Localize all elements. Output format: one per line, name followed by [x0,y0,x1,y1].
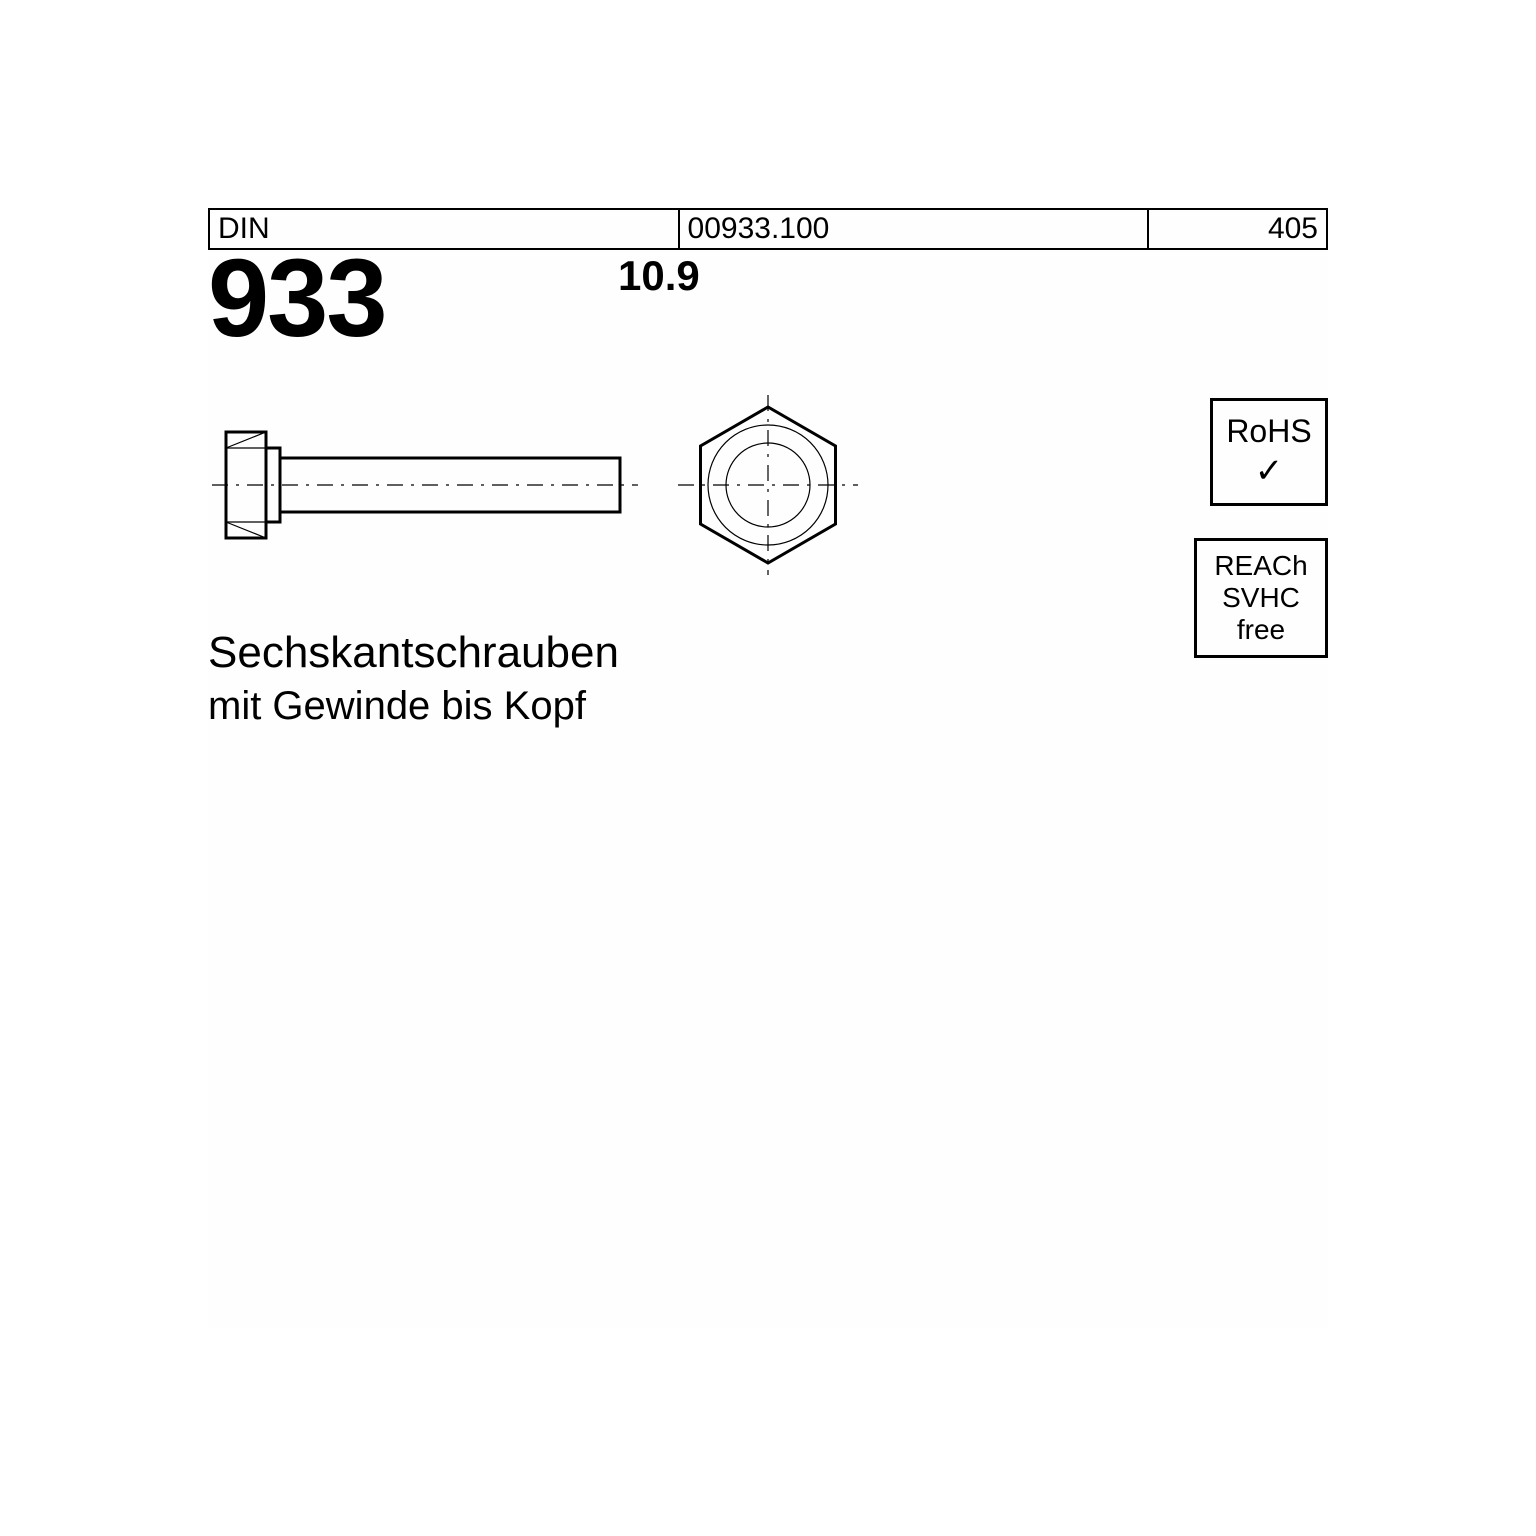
reach-badge: REACh SVHC free [1194,538,1328,658]
reach-line-3: free [1237,614,1285,646]
rohs-label: RoHS [1226,413,1311,450]
check-icon: ✓ [1255,452,1284,491]
standard-number: 933 [208,244,386,354]
header-cell-page: 405 [1148,209,1327,249]
datasheet-card: DIN 00933.100 405 933 10.9 Sechskantschr… [208,208,1328,1328]
rohs-badge: RoHS ✓ [1210,398,1328,506]
title-line-1: Sechskantschrauben [208,628,619,678]
property-class: 10.9 [618,252,700,300]
header-cell-code: 00933.100 [679,209,1149,249]
reach-line-1: REACh [1214,550,1307,582]
bolt-drawing [208,388,928,588]
title-line-2: mit Gewinde bis Kopf [208,684,586,729]
reach-line-2: SVHC [1222,582,1300,614]
